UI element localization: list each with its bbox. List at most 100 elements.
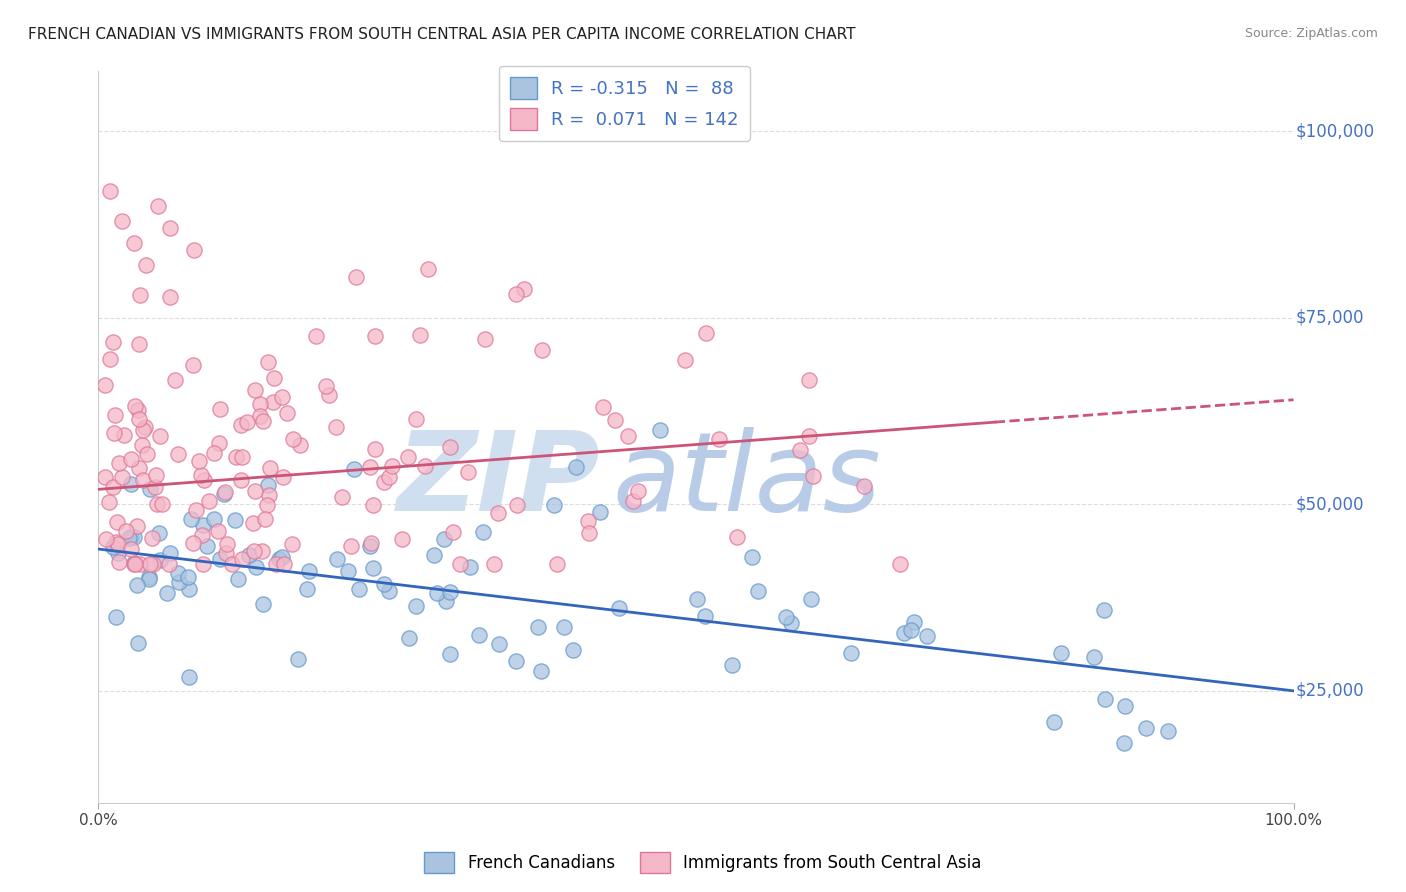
Point bbox=[903, 615, 925, 630]
Point bbox=[231, 473, 253, 487]
Point bbox=[262, 395, 284, 409]
Point bbox=[235, 415, 257, 429]
Point bbox=[270, 550, 292, 565]
Point bbox=[343, 462, 366, 476]
Point bbox=[215, 546, 238, 560]
Point bbox=[287, 651, 309, 665]
Point bbox=[177, 570, 200, 584]
Point bbox=[118, 531, 141, 545]
Point bbox=[1094, 691, 1116, 706]
Point bbox=[94, 532, 117, 546]
Point bbox=[413, 459, 436, 474]
Legend: R = -0.315   N =  88, R =  0.071   N = 142: R = -0.315 N = 88, R = 0.071 N = 142 bbox=[499, 66, 749, 141]
Text: FRENCH CANADIAN VS IMMIGRANTS FROM SOUTH CENTRAL ASIA PER CAPITA INCOME CORRELAT: FRENCH CANADIAN VS IMMIGRANTS FROM SOUTH… bbox=[28, 27, 856, 42]
Point bbox=[780, 615, 803, 630]
Point bbox=[616, 429, 638, 443]
Point bbox=[488, 637, 510, 651]
Point bbox=[359, 459, 381, 474]
Point bbox=[242, 544, 264, 558]
Point bbox=[363, 442, 385, 456]
Point bbox=[124, 557, 146, 571]
Point bbox=[136, 447, 159, 461]
Point bbox=[315, 379, 337, 393]
Point bbox=[231, 450, 253, 464]
Point bbox=[193, 473, 215, 487]
Point bbox=[405, 412, 427, 426]
Point bbox=[167, 447, 190, 461]
Point bbox=[138, 570, 160, 584]
Point bbox=[98, 495, 121, 509]
Point bbox=[120, 477, 142, 491]
Point bbox=[621, 494, 644, 508]
Point bbox=[105, 609, 128, 624]
Point bbox=[167, 566, 190, 581]
Point bbox=[159, 289, 181, 303]
Point bbox=[439, 440, 461, 454]
Point bbox=[472, 524, 495, 539]
Point bbox=[441, 524, 464, 539]
Point bbox=[108, 555, 131, 569]
Point bbox=[212, 487, 235, 501]
Point bbox=[468, 628, 491, 642]
Point bbox=[122, 557, 145, 571]
Point bbox=[373, 475, 395, 490]
Point bbox=[249, 409, 271, 424]
Point bbox=[1083, 649, 1105, 664]
Point bbox=[250, 544, 273, 558]
Point bbox=[603, 413, 626, 427]
Point bbox=[139, 557, 162, 571]
Point bbox=[180, 512, 202, 526]
Point bbox=[128, 461, 150, 475]
Point bbox=[231, 552, 253, 566]
Point bbox=[190, 467, 212, 482]
Point bbox=[101, 540, 124, 554]
Point bbox=[208, 436, 231, 450]
Point bbox=[1042, 714, 1064, 729]
Point bbox=[741, 550, 763, 565]
Point bbox=[107, 546, 129, 560]
Point bbox=[344, 270, 367, 285]
Point bbox=[273, 557, 295, 571]
Point bbox=[245, 560, 267, 574]
Point bbox=[486, 506, 509, 520]
Point bbox=[105, 516, 128, 530]
Point bbox=[423, 548, 446, 562]
Point bbox=[103, 426, 125, 441]
Point bbox=[134, 419, 156, 434]
Text: $50,000: $50,000 bbox=[1296, 495, 1364, 513]
Point bbox=[243, 384, 266, 398]
Point bbox=[330, 490, 353, 504]
Point bbox=[263, 371, 285, 385]
Point bbox=[127, 636, 149, 650]
Point bbox=[111, 213, 134, 227]
Point bbox=[257, 488, 280, 502]
Point bbox=[231, 418, 253, 433]
Point bbox=[578, 526, 600, 541]
Point bbox=[505, 287, 527, 301]
Point bbox=[592, 401, 614, 415]
Point bbox=[217, 537, 239, 551]
Point bbox=[373, 577, 395, 591]
Point bbox=[208, 552, 231, 566]
Point bbox=[398, 631, 420, 645]
Point bbox=[125, 578, 148, 592]
Point bbox=[915, 629, 938, 643]
Point bbox=[725, 530, 748, 544]
Point bbox=[98, 184, 122, 198]
Point bbox=[131, 438, 153, 452]
Text: $75,000: $75,000 bbox=[1296, 309, 1364, 326]
Point bbox=[249, 397, 271, 411]
Point bbox=[253, 512, 276, 526]
Point bbox=[800, 591, 823, 606]
Point bbox=[281, 536, 304, 550]
Point bbox=[125, 519, 148, 533]
Point bbox=[139, 482, 162, 496]
Point bbox=[695, 326, 717, 340]
Point bbox=[434, 594, 457, 608]
Point bbox=[1157, 724, 1180, 739]
Point bbox=[148, 526, 170, 541]
Point bbox=[337, 564, 360, 578]
Point bbox=[198, 493, 221, 508]
Point bbox=[101, 480, 124, 494]
Point bbox=[179, 670, 201, 684]
